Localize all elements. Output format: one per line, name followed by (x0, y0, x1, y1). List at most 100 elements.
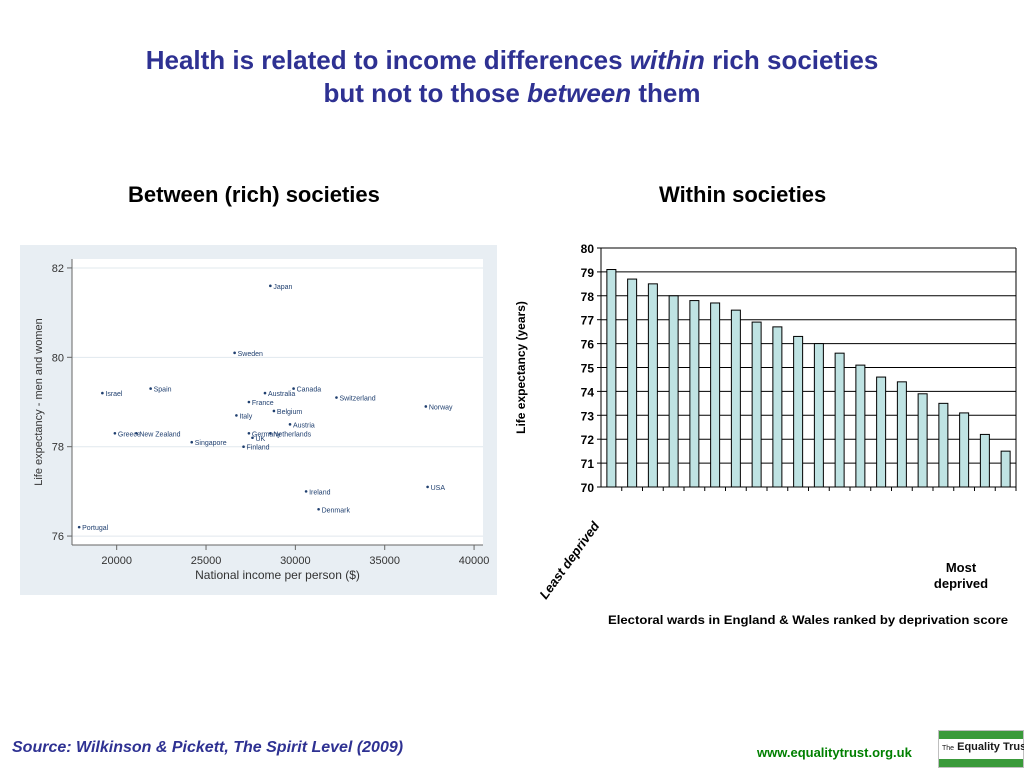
scatter-point-netherlands (269, 431, 272, 435)
bar-2 (627, 278, 638, 488)
bar-chart: 70 71 72 73 74 75 76 77 78 79 80 Life expectancy (y… (514, 242, 1017, 627)
bar-y-tick-label: 79 (581, 266, 595, 280)
scatter-point-label-netherlands: Netherlands (273, 431, 311, 438)
scatter-x-tick-label: 35000 (369, 555, 400, 567)
scatter-point-singapore (190, 440, 194, 444)
bar-20 (1000, 450, 1011, 488)
scatter-point-usa (426, 485, 429, 489)
bar-y-tick-label: 70 (581, 481, 595, 495)
scatter-y-tick-label: 76 (52, 531, 64, 543)
logo-small-text: The (942, 745, 955, 752)
scatter-point-label-uk: UK (255, 436, 265, 443)
bar-y-tick-label: 76 (581, 338, 595, 352)
scatter-x-tick-label: 40000 (459, 555, 490, 567)
bar-9 (772, 326, 783, 488)
scatter-point-australia (263, 391, 267, 395)
bar-x-axis-label: Electoral wards in England & Wales ranke… (608, 613, 1008, 627)
scatter-point-label-japan: Japan (273, 284, 292, 291)
scatter-point-label-italy: Italy (239, 413, 252, 420)
bar-last-label: Most deprived (934, 560, 988, 591)
bar-y-tick-label: 78 (581, 290, 595, 304)
scatter-point-label-austria: Austria (293, 422, 315, 429)
scatter-point-label-belgium: Belgium (277, 409, 302, 416)
bar-13 (855, 364, 866, 488)
bar-4 (668, 295, 679, 488)
bar-y-tick-label: 74 (581, 385, 595, 399)
scatter-x-tick-label: 20000 (101, 555, 132, 567)
scatter-x-axis-label: National income per person ($) (195, 568, 360, 582)
scatter-point-label-norway: Norway (429, 404, 453, 411)
scatter-point-label-finland: Finland (247, 445, 270, 452)
subtitle-within: Within societies (659, 182, 827, 207)
scatter-point-spain (149, 387, 152, 390)
bar-17 (938, 402, 949, 488)
bar-11 (813, 343, 824, 488)
scatter-x-tick-label: 30000 (280, 555, 311, 567)
scatter-point-canada (292, 387, 295, 390)
scatter-y-tick-label: 80 (52, 352, 64, 364)
bar-y-tick-label: 80 (581, 242, 595, 256)
scatter-point-uk (251, 436, 254, 440)
website-link[interactable]: www.equalitytrust.org.uk (757, 745, 912, 760)
scatter-y-axis-label: Life expectancy - men and women (33, 318, 45, 486)
bar-16 (917, 393, 928, 488)
bar-6 (710, 302, 721, 488)
bar-7 (730, 309, 741, 488)
bar-y-axis-label: Life expectancy (years) (514, 301, 528, 434)
bar-y-tick-label: 73 (581, 409, 595, 423)
scatter-plot-area (72, 259, 483, 545)
bar-18 (959, 412, 970, 488)
scatter-point-label-canada: Canada (297, 387, 322, 394)
scatter-point-israel (101, 391, 104, 395)
scatter-point-norway (424, 405, 428, 408)
bar-14 (876, 376, 887, 488)
scatter-point-sweden (233, 351, 236, 355)
bar-y-tick-label: 77 (581, 314, 595, 328)
scatter-point-france (247, 400, 251, 404)
scatter-point-label-portugal: Portugal (82, 525, 109, 532)
scatter-point-switzerland (335, 396, 338, 399)
scatter-point-italy (235, 414, 238, 417)
scatter-point-new-zealand (135, 431, 138, 435)
scatter-point-label-ireland: Ireland (309, 489, 331, 496)
bar-15 (896, 381, 907, 488)
logo-main-text: Equality Trust (957, 741, 1024, 753)
bar-y-tick-label: 72 (581, 433, 595, 447)
scatter-point-label-sweden: Sweden (238, 351, 263, 358)
scatter-point-finland (242, 445, 245, 448)
equality-trust-logo: The Equality Trust (938, 730, 1024, 768)
scatter-point-label-switzerland: Switzerland (339, 396, 375, 403)
scatter-point-belgium (272, 409, 276, 413)
bar-5 (689, 300, 700, 488)
scatter-point-label-australia: Australia (268, 391, 295, 398)
bar-8 (751, 321, 762, 488)
scatter-point-label-spain: Spain (154, 387, 172, 394)
scatter-point-label-germany: Germany (252, 431, 281, 438)
scatter-point-label-usa: USA (431, 485, 446, 492)
scatter-point-label-singapore: Singapore (195, 440, 227, 447)
scatter-x-tick-label: 25000 (191, 555, 222, 567)
bar-12 (834, 352, 845, 488)
bar-3 (647, 283, 658, 488)
scatter-y-tick-label: 82 (52, 263, 64, 275)
scatter-point-greece (113, 431, 117, 435)
title-line-2: but not to those between them (323, 78, 701, 108)
bar-10 (793, 335, 804, 488)
scatter-y-tick-label: 78 (52, 442, 64, 454)
bar-1 (606, 269, 617, 488)
scatter-point-japan (269, 284, 272, 288)
title-line-1: Health is related to income differences … (145, 45, 879, 75)
scatter-point-germany (247, 431, 251, 435)
scatter-point-ireland (304, 490, 308, 493)
scatter-point-portugal (77, 525, 81, 529)
source-citation: Source: Wilkinson & Pickett, The Spirit … (12, 739, 404, 756)
scatter-point-label-israel: Israel (105, 391, 123, 398)
scatter-point-label-new-zealand: New Zealand (139, 431, 180, 438)
page-title: Health is related to income differences … (0, 44, 1024, 110)
scatter-point-austria (288, 423, 292, 426)
scatter-chart: 76 78 80 82 20000 25000 30000 35000 40000 Nationa… (20, 245, 497, 595)
scatter-point-denmark (317, 507, 320, 511)
scatter-point-label-denmark: Denmark (322, 507, 351, 514)
scatter-point-label-france: France (252, 400, 274, 407)
scatter-point-label-greece: Greece (118, 431, 141, 438)
